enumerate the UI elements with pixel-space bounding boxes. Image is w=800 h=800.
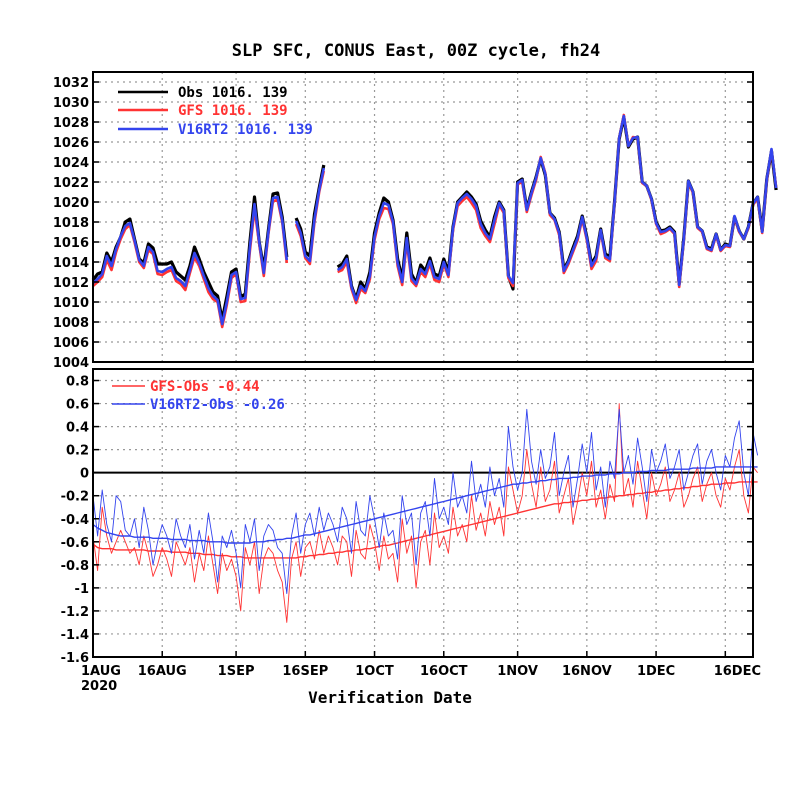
legend-label-obs: Obs 1016. 139 xyxy=(178,85,288,101)
legend-label-v16rt2: V16RT2 1016. 139 xyxy=(178,122,313,138)
x-tick-year: 2020 xyxy=(81,679,117,694)
top-y-tick-label: 1010 xyxy=(53,296,89,311)
top-y-tick-label: 1024 xyxy=(53,156,89,171)
top-y-tick-label: 1022 xyxy=(53,176,89,191)
bottom-y-tick-label: 0.6 xyxy=(66,398,89,413)
top-panel-legend: Obs 1016. 139 GFS 1016. 139 V16RT2 1016. 1… xyxy=(118,85,313,138)
bottom-y-tick-label: -0.4 xyxy=(61,513,89,528)
bottom-y-tick-label: 0.8 xyxy=(66,375,89,390)
x-tick-label: 16AUG xyxy=(138,664,187,679)
bottom-y-tick-label: -1 xyxy=(75,582,89,597)
top-y-tick-label: 1004 xyxy=(53,356,89,371)
top-y-tick-label: 1032 xyxy=(53,76,89,91)
bottom-y-tick-label: -0.2 xyxy=(61,490,89,505)
x-tick-label: 16NOV xyxy=(562,664,612,679)
top-y-tick-label: 1006 xyxy=(53,336,89,351)
daily-diff-line-v16rt2-obs xyxy=(92,408,759,595)
bottom-panel-series xyxy=(92,403,759,623)
chart-title: SLP SFC, CONUS East, 00Z cycle, fh24 xyxy=(232,41,600,61)
top-panel-y-ticks: 1004 1006 1008 1010 1012 1014 1016 1018 1020 1022… xyxy=(53,76,753,371)
legend-label-v16rt2-obs: V16RT2-Obs -0.26 xyxy=(150,397,285,413)
top-y-tick-label: 1026 xyxy=(53,136,89,151)
top-y-tick-label: 1020 xyxy=(53,196,89,211)
top-panel-grid xyxy=(93,72,753,362)
top-panel-series xyxy=(91,113,778,329)
running-mean-line-gfs-obs xyxy=(92,481,758,559)
x-axis-label: Verification Date xyxy=(308,688,472,707)
bottom-y-tick-label: 0.4 xyxy=(66,421,89,436)
top-panel-frame xyxy=(92,71,754,363)
x-tick-label: 1DEC xyxy=(637,664,675,679)
bottom-panel-frame xyxy=(92,368,754,658)
x-tick-label: 1OCT xyxy=(355,664,394,679)
daily-diff-line-gfs-obs xyxy=(92,403,758,623)
running-mean-line-v16rt2-obs xyxy=(92,466,758,544)
bottom-panel-legend: GFS-Obs -0.44 V16RT2-Obs -0.26 xyxy=(112,379,285,413)
top-y-tick-label: 1030 xyxy=(53,96,89,111)
bottom-y-tick-label: -0.8 xyxy=(61,559,89,574)
bottom-y-tick-label: 0 xyxy=(80,467,89,482)
bottom-y-tick-label: -0.6 xyxy=(61,536,89,551)
bottom-y-tick-label: -1.4 xyxy=(61,628,89,643)
bottom-y-tick-label: -1.2 xyxy=(61,605,89,620)
top-y-tick-label: 1008 xyxy=(53,316,89,331)
x-tick-label: 1NOV xyxy=(497,664,538,679)
top-y-tick-label: 1016 xyxy=(53,236,89,251)
top-y-tick-label: 1014 xyxy=(53,256,89,271)
x-tick-label: 16SEP xyxy=(282,664,328,679)
bottom-panel-y-ticks: -1.6 -1.4 -1.2 -1 -0.8 -0.6 -0.4 -0.2 0 0.2 0.4 0.6… xyxy=(61,375,753,666)
legend-label-gfs-obs: GFS-Obs -0.44 xyxy=(150,379,260,395)
x-axis-ticks: 1AUG 16AUG 1SEP 16SEP 1OCT 16OCT 1NOV 16NOV 1DEC… xyxy=(81,651,761,694)
bottom-y-tick-label: 0.2 xyxy=(66,444,89,459)
x-tick-label: 1AUG xyxy=(81,664,121,679)
top-y-tick-label: 1018 xyxy=(53,216,89,231)
legend-label-gfs: GFS 1016. 139 xyxy=(178,103,288,119)
bottom-y-tick-label: -1.6 xyxy=(61,651,89,666)
x-tick-label: 1SEP xyxy=(218,664,255,679)
x-tick-label: 16OCT xyxy=(420,664,468,679)
top-y-tick-label: 1012 xyxy=(53,276,89,291)
series-line-v16rt2 xyxy=(92,114,778,326)
x-tick-label: 16DEC xyxy=(714,664,761,679)
bottom-panel-grid xyxy=(93,369,753,657)
top-y-tick-label: 1028 xyxy=(53,116,89,131)
